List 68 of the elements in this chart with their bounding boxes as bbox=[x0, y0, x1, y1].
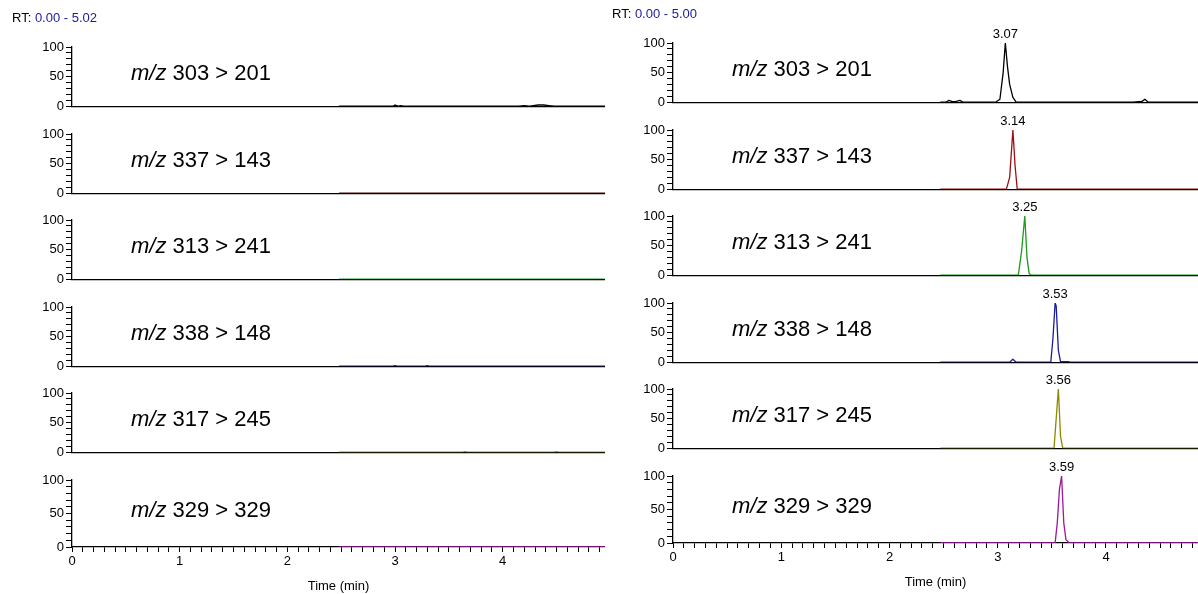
annotation: m/z 303 > 201 bbox=[131, 59, 272, 85]
y-tick-label: 50 bbox=[650, 500, 665, 516]
annotation: m/z 313 > 241 bbox=[732, 228, 873, 254]
y-tick-label: 100 bbox=[643, 380, 665, 396]
y-tick-label: 100 bbox=[643, 121, 665, 137]
x-tick-label: 1 bbox=[777, 548, 785, 564]
y-tick-label: 0 bbox=[56, 538, 64, 554]
annotation: m/z 313 > 241 bbox=[131, 232, 272, 258]
x-tick-label: 3 bbox=[994, 548, 1002, 564]
x-tick-label: 2 bbox=[885, 548, 894, 564]
y-tick-label: 50 bbox=[49, 68, 64, 84]
y-tick-label: 50 bbox=[49, 504, 64, 520]
y-tick-label: 100 bbox=[42, 125, 64, 141]
y-tick-label: 50 bbox=[49, 154, 64, 170]
annotation: m/z 329 > 329 bbox=[732, 492, 873, 518]
annotation: 3.59 bbox=[1048, 458, 1075, 474]
y-tick-label: 50 bbox=[49, 327, 64, 343]
x-tick-label: 4 bbox=[499, 552, 507, 568]
annotation: m/z 338 > 148 bbox=[732, 315, 873, 341]
y-tick-label: 0 bbox=[56, 443, 64, 459]
y-tick-label: 100 bbox=[643, 207, 665, 223]
y-tick-label: 100 bbox=[643, 34, 665, 50]
x-axis-title: Time (min) bbox=[904, 573, 967, 589]
y-tick-label: 100 bbox=[643, 467, 665, 483]
y-tick-label: 0 bbox=[56, 97, 64, 113]
x-tick-label: 4 bbox=[1102, 548, 1110, 564]
y-tick-label: 50 bbox=[650, 323, 665, 339]
y-tick-label: 50 bbox=[650, 150, 665, 166]
annotation: m/z 337 > 143 bbox=[732, 142, 873, 168]
y-tick-label: 0 bbox=[657, 534, 665, 550]
y-tick-label: 0 bbox=[657, 266, 665, 282]
annotation: m/z 317 > 245 bbox=[131, 405, 272, 431]
y-tick-label: 0 bbox=[657, 180, 665, 196]
x-tick-label: 0 bbox=[669, 548, 677, 564]
annotation: m/z 303 > 201 bbox=[732, 55, 873, 81]
x-axis-title: Time (min) bbox=[307, 577, 370, 593]
x-tick-label: 3 bbox=[391, 552, 399, 568]
annotation: m/z 329 > 329 bbox=[131, 496, 272, 522]
text: RT: 0.00 - 5.02 bbox=[12, 9, 98, 25]
y-tick-label: 0 bbox=[657, 439, 665, 455]
annotation: m/z 337 > 143 bbox=[131, 146, 272, 172]
y-tick-label: 50 bbox=[650, 410, 665, 426]
y-tick-label: 100 bbox=[643, 294, 665, 310]
x-tick-label: 2 bbox=[283, 552, 291, 568]
y-tick-label: 0 bbox=[56, 357, 64, 373]
y-tick-label: 50 bbox=[650, 237, 665, 253]
annotation: 3.14 bbox=[1000, 112, 1026, 128]
y-tick-label: 50 bbox=[49, 414, 64, 430]
x-tick-label: 0 bbox=[68, 552, 76, 568]
annotation: 3.25 bbox=[1012, 199, 1038, 215]
y-tick-label: 0 bbox=[56, 270, 64, 286]
annotation: 3.07 bbox=[992, 26, 1018, 42]
y-tick-label: 0 bbox=[657, 93, 665, 109]
y-tick-label: 100 bbox=[42, 298, 64, 314]
annotation: m/z 317 > 245 bbox=[732, 401, 873, 427]
annotation: 3.53 bbox=[1042, 285, 1068, 301]
y-tick-label: 100 bbox=[42, 38, 64, 54]
y-tick-label: 0 bbox=[56, 184, 64, 200]
y-tick-label: 0 bbox=[657, 353, 665, 369]
text: RT: 0.00 - 5.00 bbox=[612, 5, 698, 21]
annotation: m/z 338 > 148 bbox=[131, 319, 272, 345]
annotation: 3.56 bbox=[1045, 372, 1072, 388]
y-tick-label: 50 bbox=[650, 64, 665, 80]
x-tick-label: 1 bbox=[176, 552, 184, 568]
y-tick-label: 100 bbox=[42, 384, 64, 400]
y-tick-label: 100 bbox=[42, 471, 64, 487]
y-tick-label: 50 bbox=[49, 241, 64, 257]
y-tick-label: 100 bbox=[42, 211, 64, 227]
